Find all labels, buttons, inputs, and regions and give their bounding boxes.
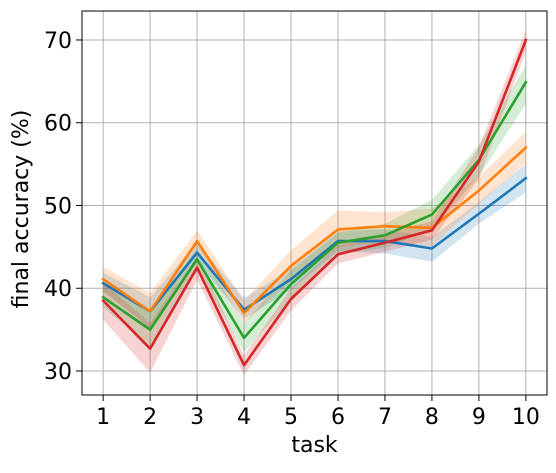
- x-tick-label: 4: [237, 405, 251, 430]
- y-tick-label: 70: [44, 29, 72, 54]
- x-tick-label: 10: [512, 405, 540, 430]
- series-lines: [101, 38, 528, 367]
- grid-lines: [82, 11, 547, 395]
- series-1-line: [101, 176, 528, 313]
- x-tick-label: 9: [472, 405, 486, 430]
- x-tick-label: 2: [143, 405, 157, 430]
- x-tick-label: 5: [284, 405, 298, 430]
- y-tick-label: 50: [44, 194, 72, 219]
- x-tick-label: 3: [190, 405, 204, 430]
- x-tick-label: 1: [96, 405, 110, 430]
- plot-frame: [81, 10, 548, 396]
- series-4-band: [103, 30, 526, 376]
- y-axis-label: final accuracy (%): [9, 110, 34, 309]
- series-3-line: [101, 80, 528, 340]
- x-tick-label: 8: [425, 405, 439, 430]
- axis-ticks: 1 2 3 4 5 6 7 8 9 10 30 40 50 60 70: [44, 29, 540, 430]
- x-tick-label: 6: [331, 405, 345, 430]
- x-axis-label: task: [291, 433, 338, 458]
- y-tick-label: 60: [44, 112, 72, 137]
- x-tick-label: 7: [378, 405, 392, 430]
- series-2-line: [101, 145, 528, 315]
- y-tick-label: 40: [44, 277, 72, 302]
- series-4-line: [101, 38, 528, 367]
- y-tick-label: 30: [44, 360, 72, 385]
- series-1-band: [103, 164, 526, 328]
